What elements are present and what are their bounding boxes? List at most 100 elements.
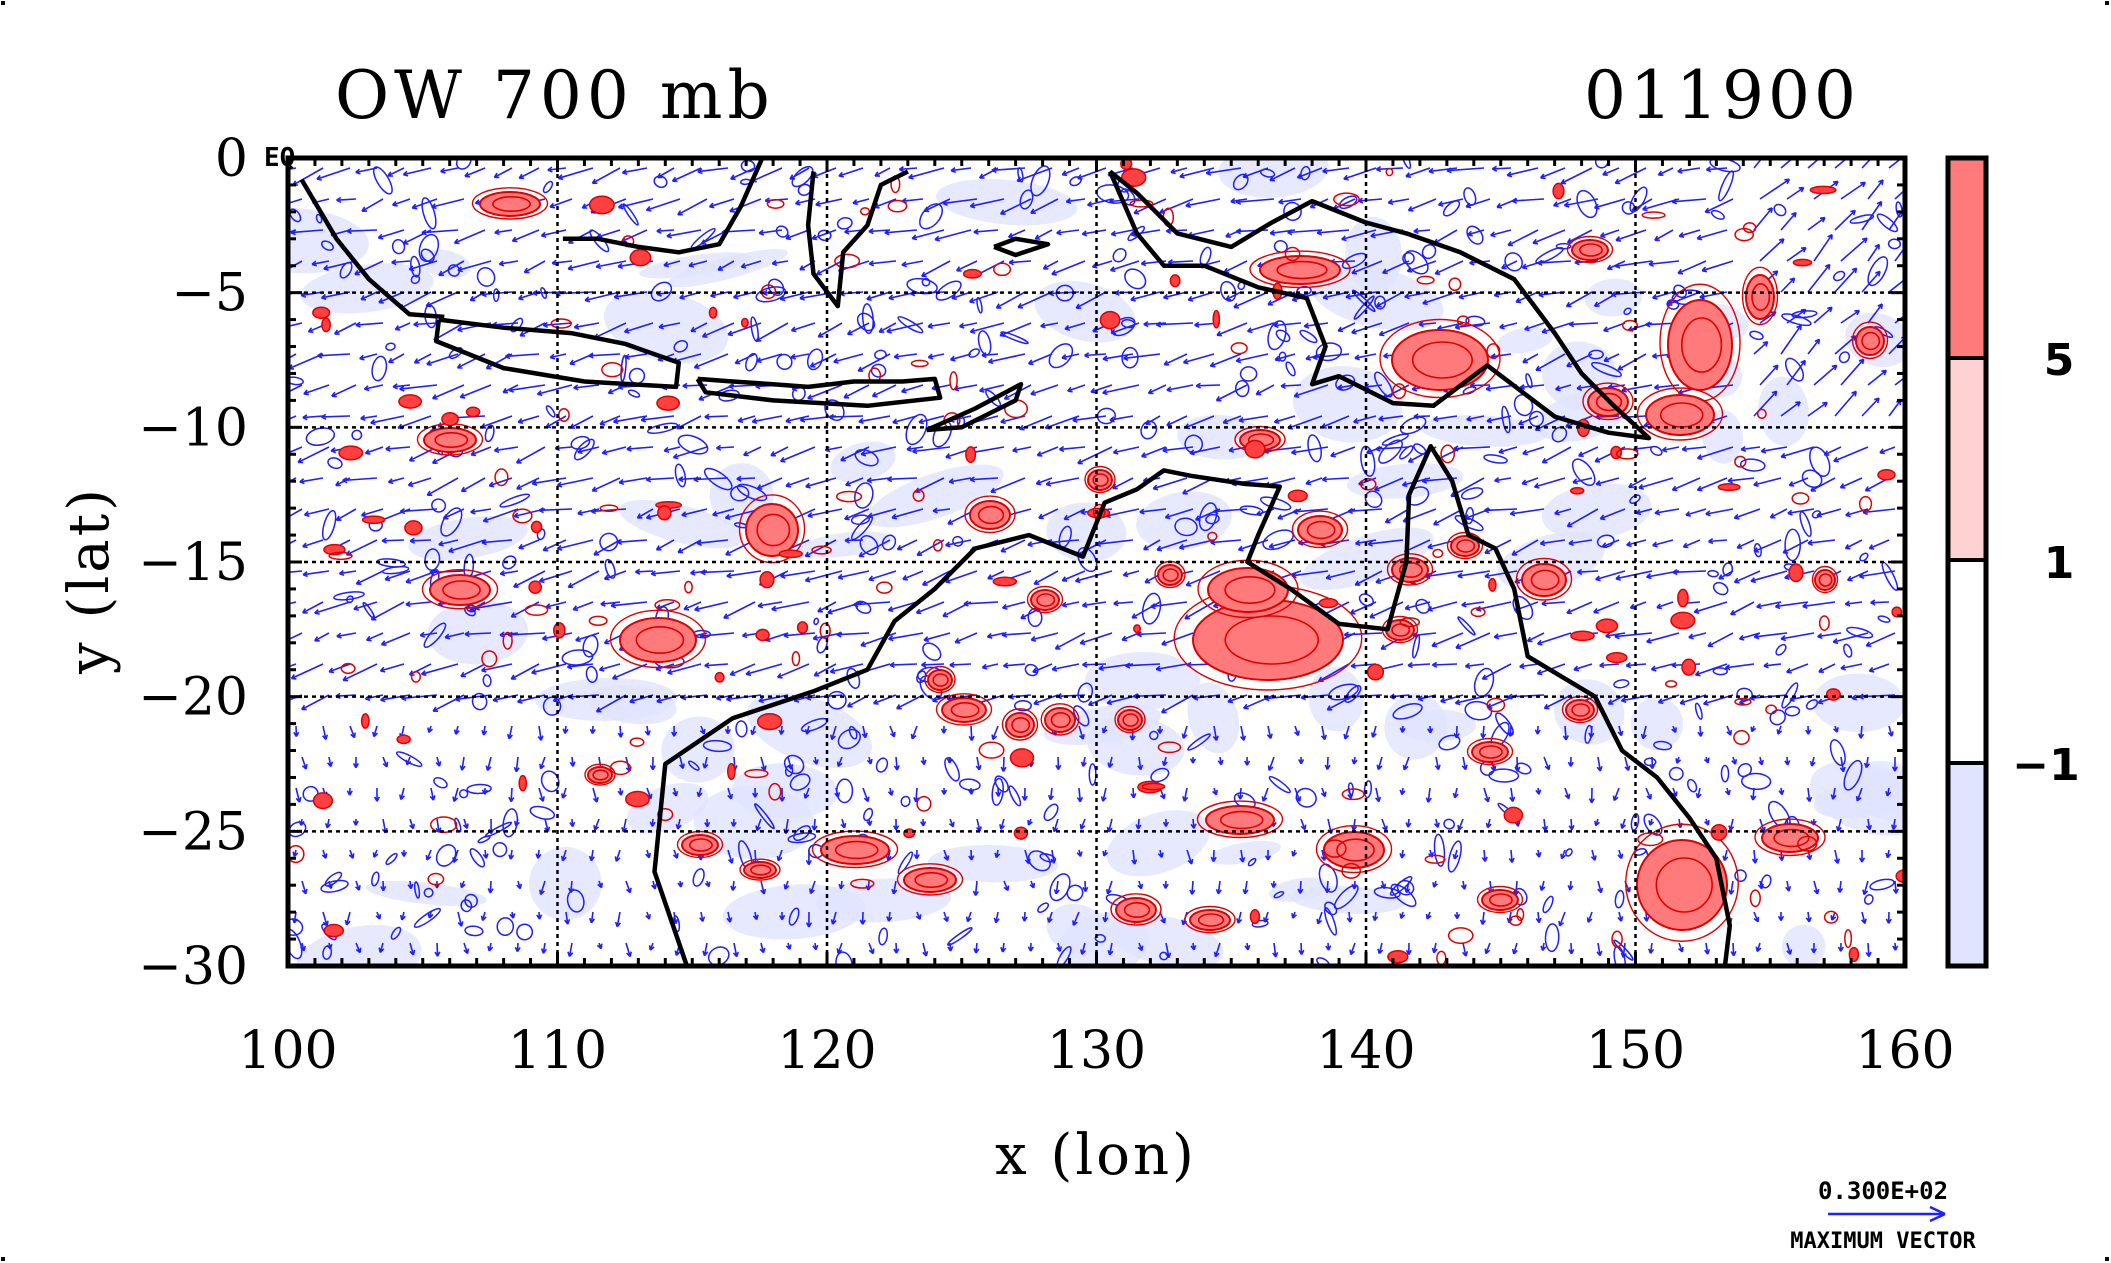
wind-vector bbox=[1862, 880, 1869, 896]
wind-vector bbox=[360, 414, 378, 422]
wind-vector bbox=[1858, 570, 1896, 579]
positive-ow-contour bbox=[492, 196, 531, 213]
wind-vector bbox=[1021, 787, 1028, 801]
wind-vector bbox=[1652, 539, 1674, 548]
wind-vector bbox=[538, 787, 545, 802]
wind-vector bbox=[498, 260, 519, 267]
negative-ow-contour bbox=[1769, 709, 1786, 726]
negative-ow-contour bbox=[1299, 329, 1318, 344]
positive-ow-contour bbox=[1717, 483, 1741, 492]
wind-vector bbox=[979, 384, 1005, 393]
wind-vector bbox=[1212, 725, 1219, 741]
wind-vector bbox=[387, 477, 405, 485]
wind-vector bbox=[509, 911, 516, 919]
positive-ow-contour bbox=[1595, 392, 1623, 412]
wind-vector bbox=[726, 570, 762, 579]
wind-vector bbox=[1407, 198, 1437, 212]
wind-vector bbox=[701, 322, 735, 338]
negative-ow-contour bbox=[1039, 853, 1057, 863]
positive-ow-contour bbox=[1122, 713, 1139, 727]
positive-ow-contour bbox=[338, 445, 364, 461]
wind-vector bbox=[378, 942, 385, 953]
wind-vector bbox=[902, 570, 924, 581]
wind-vector bbox=[1833, 446, 1869, 463]
wind-vector bbox=[1787, 508, 1815, 516]
negative-ow-contour bbox=[1801, 469, 1823, 488]
wind-vector bbox=[1648, 942, 1655, 954]
positive-ow-contour bbox=[1848, 946, 1860, 963]
wind-vector bbox=[1102, 911, 1109, 923]
wind-vector bbox=[499, 570, 519, 577]
negative-ow-contour bbox=[735, 720, 748, 738]
positive-ow-contour bbox=[750, 864, 772, 876]
negative-ow-contour bbox=[413, 881, 421, 899]
negative-ow-contour bbox=[813, 617, 820, 626]
wind-vector bbox=[645, 911, 651, 920]
wind-vector bbox=[464, 167, 486, 178]
wind-vector bbox=[301, 694, 330, 711]
wind-vector bbox=[409, 537, 432, 544]
negative-ow-shading bbox=[693, 785, 815, 860]
wind-vector bbox=[1337, 322, 1356, 333]
wind-vector bbox=[1320, 725, 1327, 741]
negative-ow-shading bbox=[1187, 682, 1240, 754]
positive-ow-contour bbox=[340, 662, 356, 675]
wind-vector bbox=[459, 384, 492, 399]
axis-ticks bbox=[286, 156, 1907, 968]
wind-vector bbox=[809, 880, 816, 895]
positive-ow-contour bbox=[1637, 832, 1664, 847]
wind-vector bbox=[1813, 233, 1833, 262]
wind-vector bbox=[771, 601, 810, 612]
negative-ow-contour bbox=[305, 427, 336, 446]
negative-ow-contour bbox=[787, 832, 817, 844]
wind-vector bbox=[1750, 570, 1788, 584]
negative-ow-shading bbox=[1420, 415, 1548, 447]
wind-vector bbox=[887, 476, 918, 483]
positive-ow-region bbox=[1391, 329, 1489, 391]
wind-vector bbox=[302, 570, 330, 578]
wind-vector bbox=[1832, 632, 1869, 645]
negative-ow-contour bbox=[320, 240, 334, 251]
negative-ow-contour bbox=[897, 316, 924, 334]
negative-ow-contour bbox=[536, 528, 546, 541]
negative-ow-contour bbox=[968, 348, 981, 358]
wind-vector bbox=[290, 229, 324, 236]
wind-vector bbox=[1051, 260, 1086, 276]
wind-vector bbox=[1786, 663, 1809, 674]
wind-vector bbox=[1162, 291, 1188, 300]
wind-vector bbox=[1081, 601, 1107, 609]
wind-vector bbox=[599, 415, 621, 426]
wind-vector bbox=[783, 880, 790, 890]
negative-ow-contour bbox=[1613, 679, 1630, 689]
wind-vector bbox=[649, 756, 656, 771]
wind-vector bbox=[577, 508, 600, 516]
wind-vector bbox=[915, 601, 945, 615]
wind-vector bbox=[1222, 415, 1242, 425]
negative-ow-contour bbox=[1466, 225, 1484, 245]
wind-vector bbox=[1464, 662, 1485, 669]
wind-vector bbox=[1065, 197, 1086, 205]
wind-vector bbox=[1346, 911, 1353, 923]
positive-ow-region bbox=[1115, 897, 1157, 923]
wind-vector bbox=[292, 849, 299, 858]
wind-vector bbox=[809, 353, 837, 368]
colorbar-band-positive bbox=[1948, 358, 1986, 560]
positive-ow-contour bbox=[528, 580, 543, 595]
wind-vector bbox=[649, 818, 656, 827]
wind-vector bbox=[1212, 787, 1218, 796]
y-axis-title: y (lat) bbox=[57, 486, 122, 675]
wind-vector bbox=[785, 477, 810, 488]
coastline bbox=[695, 376, 943, 409]
negative-ow-contour bbox=[1120, 319, 1136, 329]
wind-vector bbox=[600, 600, 621, 607]
wind-vector bbox=[923, 632, 951, 643]
wind-vector bbox=[1369, 601, 1404, 619]
positive-ow-contour bbox=[1110, 893, 1162, 926]
negative-ow-contour bbox=[817, 229, 832, 242]
wind-vector bbox=[693, 353, 729, 369]
negative-ow-shading bbox=[1208, 840, 1281, 865]
negative-ow-contour bbox=[1066, 884, 1084, 902]
negative-ow-shading bbox=[667, 249, 788, 288]
wind-vector bbox=[743, 446, 762, 457]
positive-ow-contour bbox=[1610, 445, 1623, 460]
